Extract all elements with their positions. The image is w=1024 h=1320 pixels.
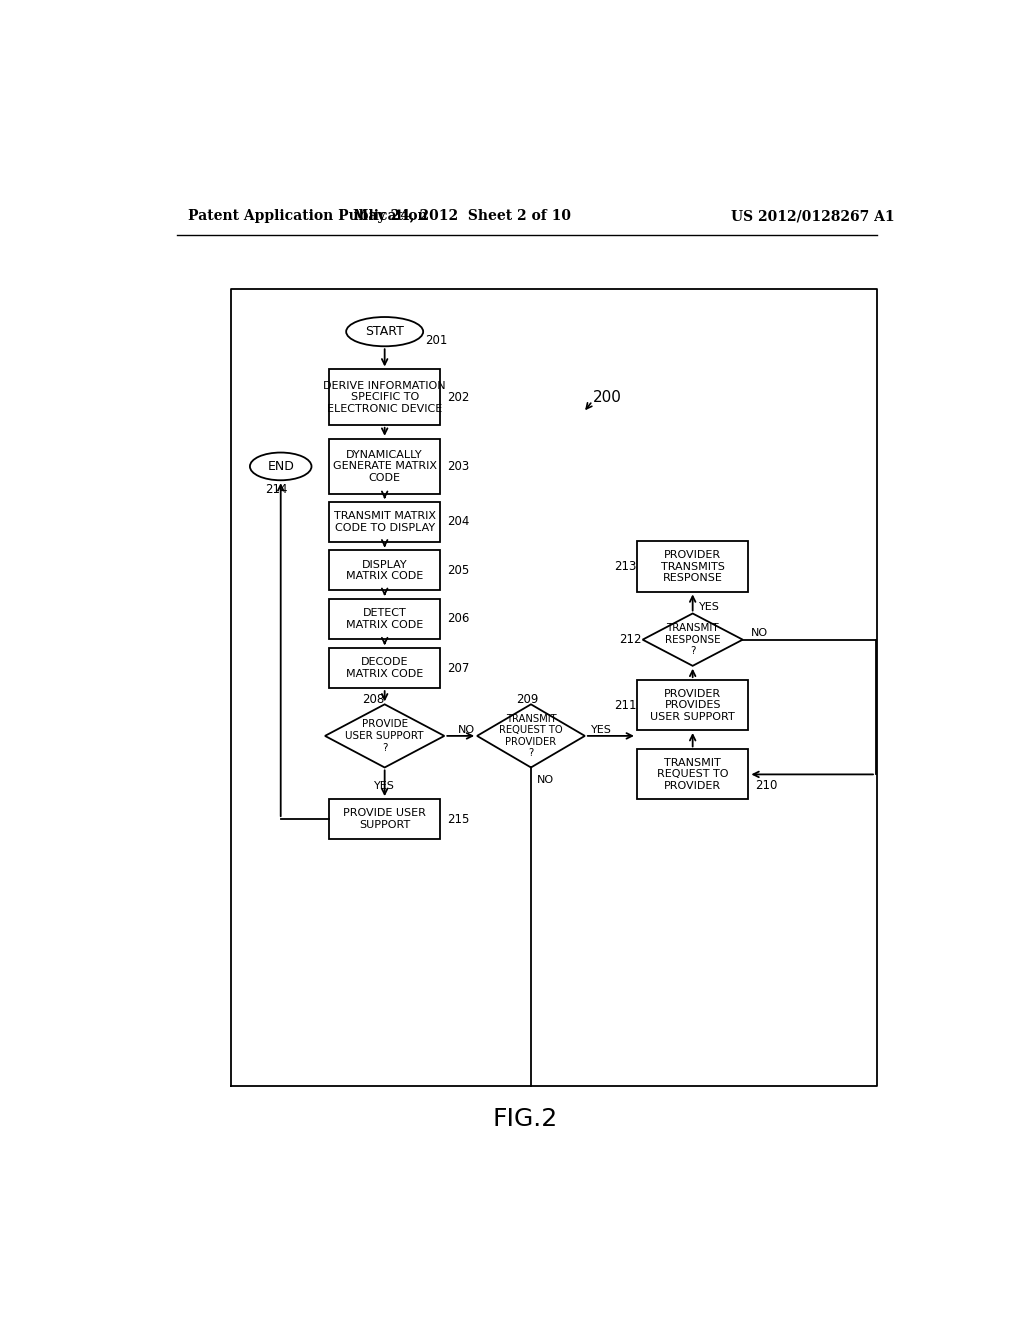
Text: 202: 202 [446,391,469,404]
Text: DISPLAY
MATRIX CODE: DISPLAY MATRIX CODE [346,560,423,581]
Polygon shape [643,614,742,665]
Text: START: START [366,325,404,338]
Text: FIG.2: FIG.2 [493,1107,557,1131]
Text: PROVIDER
TRANSMITS
RESPONSE: PROVIDER TRANSMITS RESPONSE [660,550,725,583]
Ellipse shape [250,453,311,480]
Text: 206: 206 [446,612,469,626]
Bar [329,370,440,425]
Text: DYNAMICALLY
GENERATE MATRIX
CODE: DYNAMICALLY GENERATE MATRIX CODE [333,450,436,483]
Text: 203: 203 [446,459,469,473]
Bar [329,438,440,494]
Bar [329,599,440,639]
Text: 209: 209 [516,693,539,706]
Text: PROVIDE USER
SUPPORT: PROVIDE USER SUPPORT [343,808,426,830]
Text: NO: NO [538,775,554,785]
Bar [329,502,440,543]
Text: TRANSMIT MATRIX
CODE TO DISPLAY: TRANSMIT MATRIX CODE TO DISPLAY [334,511,435,533]
Text: Patent Application Publication: Patent Application Publication [188,209,428,223]
Text: TRANSMIT
RESPONSE
?: TRANSMIT RESPONSE ? [665,623,721,656]
Text: DECODE
MATRIX CODE: DECODE MATRIX CODE [346,657,423,678]
Bar [637,750,749,800]
Text: 208: 208 [362,693,384,706]
Text: YES: YES [374,781,395,792]
Text: DERIVE INFORMATION
SPECIFIC TO
ELECTRONIC DEVICE: DERIVE INFORMATION SPECIFIC TO ELECTRONI… [324,380,446,413]
Text: 211: 211 [613,698,636,711]
Bar [329,550,440,590]
Text: TRANSMIT
REQUEST TO
PROVIDER
?: TRANSMIT REQUEST TO PROVIDER ? [499,714,563,758]
Text: 210: 210 [755,779,777,792]
Text: 204: 204 [446,515,469,528]
Text: PROVIDE
USER SUPPORT
?: PROVIDE USER SUPPORT ? [345,719,424,752]
Text: 201: 201 [425,334,447,347]
Text: US 2012/0128267 A1: US 2012/0128267 A1 [731,209,895,223]
Bar [637,680,749,730]
Bar [329,648,440,688]
Text: END: END [267,459,294,473]
Text: DETECT
MATRIX CODE: DETECT MATRIX CODE [346,609,423,630]
Text: NO: NO [751,628,768,639]
Text: YES: YES [591,725,612,735]
Text: 214: 214 [265,483,288,496]
Text: NO: NO [458,725,475,735]
Polygon shape [325,705,444,767]
Text: TRANSMIT
REQUEST TO
PROVIDER: TRANSMIT REQUEST TO PROVIDER [657,758,728,791]
Text: 212: 212 [620,634,642,647]
Text: May 24, 2012  Sheet 2 of 10: May 24, 2012 Sheet 2 of 10 [352,209,570,223]
Text: 205: 205 [446,564,469,577]
Text: 213: 213 [613,560,636,573]
Ellipse shape [346,317,423,346]
Text: PROVIDER
PROVIDES
USER SUPPORT: PROVIDER PROVIDES USER SUPPORT [650,689,735,722]
Text: 207: 207 [446,661,469,675]
Text: YES: YES [698,602,720,612]
Bar [637,541,749,591]
Polygon shape [477,705,585,767]
Text: 200: 200 [593,389,622,405]
Text: 215: 215 [446,813,469,825]
Bar [329,799,440,840]
